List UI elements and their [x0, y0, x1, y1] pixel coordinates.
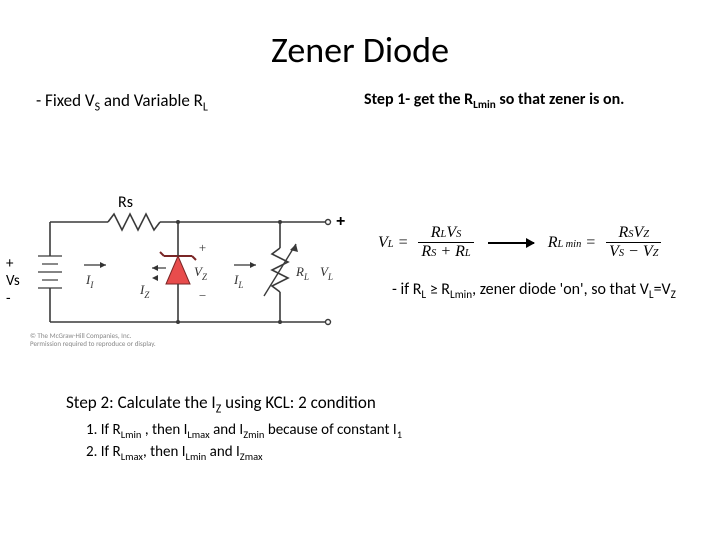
fraction-1: RLVS RS + RL [418, 224, 473, 261]
subtitle-left: - Fixed VS and Variable RL [36, 90, 356, 114]
list-item: 1. If RLmin , then ILmax and IZmin becau… [86, 420, 402, 442]
page-title: Zener Diode [0, 0, 720, 86]
condition-text: - if RL ≥ RLmin, zener diode 'on', so th… [392, 280, 676, 303]
text-sub: L [203, 100, 208, 114]
text: and Variable R [100, 90, 203, 111]
formula-rlmin: RL min = [548, 234, 596, 252]
svg-text:+: + [336, 213, 345, 230]
formula-row: VL = RLVS RS + RL RL min = RSVZ VS − VZ [378, 224, 661, 261]
svg-text:+: + [198, 240, 207, 255]
svg-text:IZ: IZ [139, 282, 150, 300]
vs-text: Vs [6, 273, 20, 290]
text: - Fixed V [36, 90, 95, 111]
fraction-2: RSVZ VS − VZ [606, 224, 661, 261]
step2-list: 1. If RLmin , then ILmax and IZmin becau… [86, 420, 402, 464]
vs-minus: - [6, 291, 20, 308]
step2-heading: Step 2: Calculate the IZ using KCL: 2 co… [66, 392, 376, 416]
text: Permission required to reproduce or disp… [30, 340, 156, 348]
copyright-text: © The McGraw-Hill Companies, Inc. Permis… [30, 332, 156, 347]
vs-labels: + Vs - [6, 256, 20, 308]
circuit-diagram: II IZ + VZ − IL RL VL + [28, 210, 352, 334]
svg-text:−: − [198, 288, 207, 303]
svg-text:VZ: VZ [194, 264, 208, 282]
text-sub: Lmin [473, 98, 496, 112]
svg-text:RL: RL [295, 264, 309, 282]
svg-text:IL: IL [233, 272, 243, 290]
svg-text:VL: VL [320, 264, 333, 282]
list-item: 2. If RLmax, then ILmin and IZmax [86, 442, 402, 464]
subtitle-row: - Fixed VS and Variable RL Step 1- get t… [0, 86, 720, 114]
step1-text: Step 1- get the RLmin so that zener is o… [356, 90, 684, 114]
svg-text:II: II [85, 272, 94, 290]
text: Step 1- get the R [364, 90, 473, 109]
text: so that zener is on. [496, 90, 625, 109]
vs-plus: + [6, 256, 20, 273]
arrow-icon [488, 242, 534, 244]
formula-vl: VL = [378, 234, 408, 252]
